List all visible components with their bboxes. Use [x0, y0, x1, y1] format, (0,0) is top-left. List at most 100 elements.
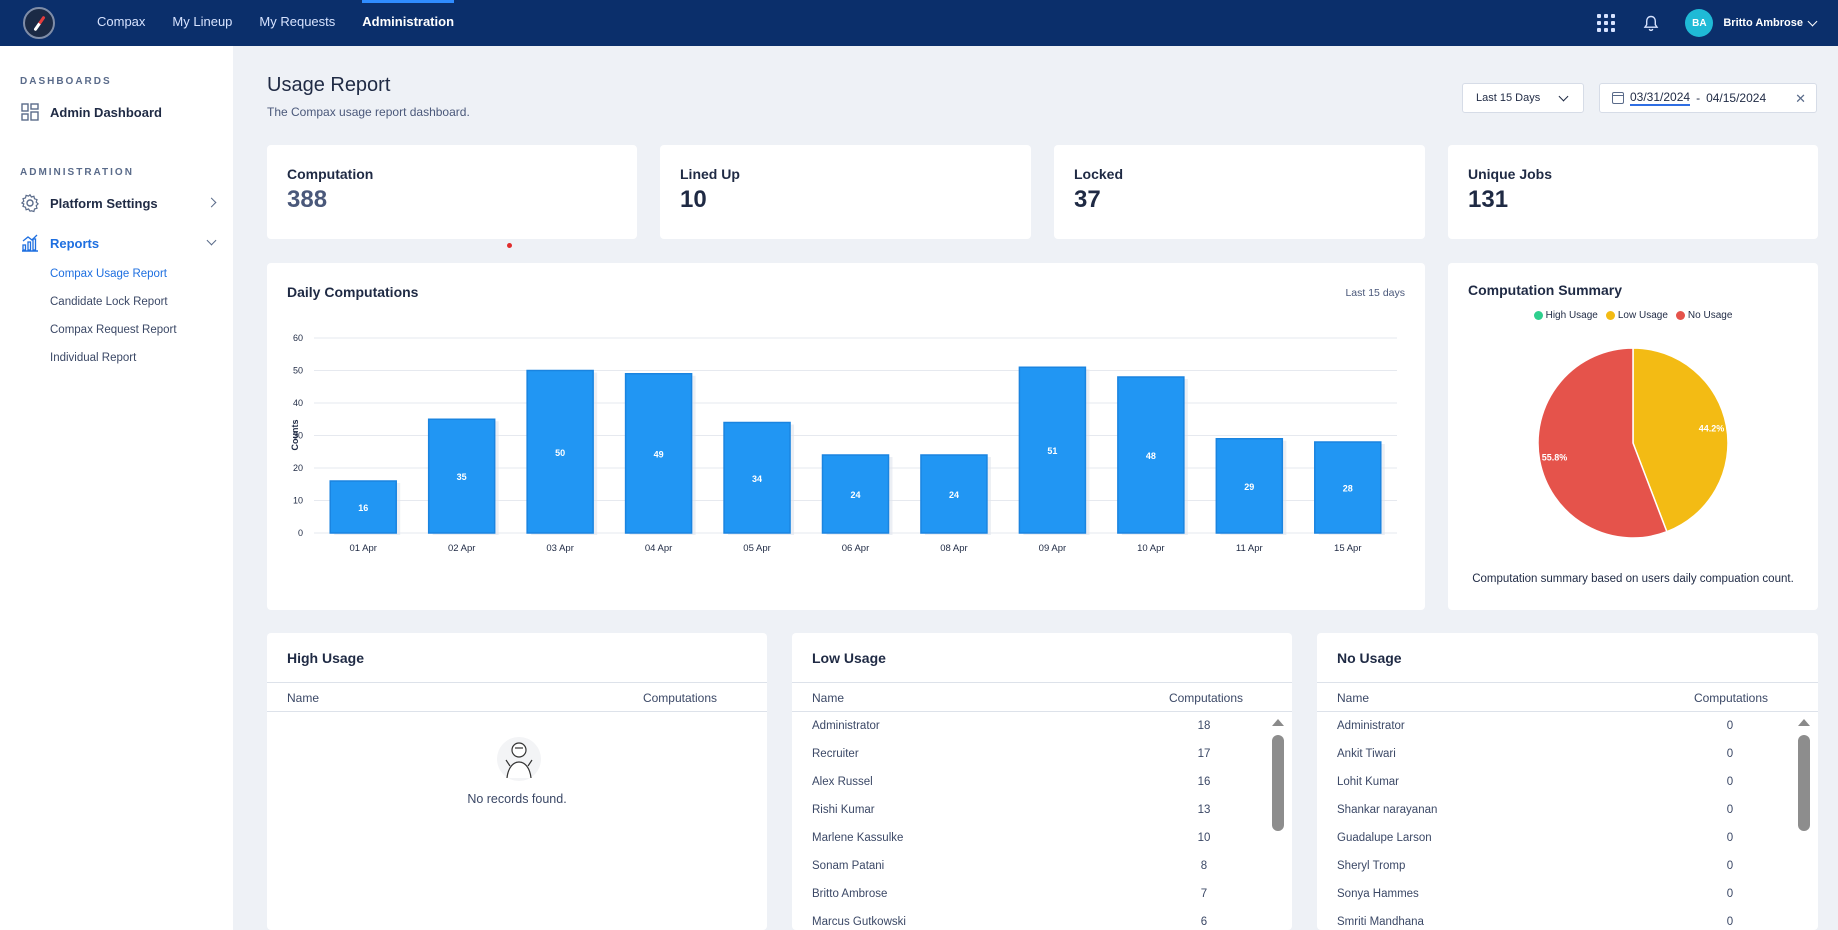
table-row[interactable]: Administrator 18 — [792, 713, 1292, 741]
date-end-field[interactable]: 04/15/2024 — [1706, 91, 1767, 105]
sidebar-item-label: Platform Settings — [50, 195, 158, 211]
dashboard-icon — [21, 103, 39, 121]
stat-value: 388 — [287, 186, 328, 213]
date-start-field[interactable]: 03/31/2024 — [1630, 90, 1691, 106]
nav-my-requests[interactable]: My Requests — [259, 14, 336, 29]
bar-data-label: 16 — [358, 503, 368, 513]
cell-name: Shankar narayanan — [1337, 804, 1438, 816]
x-tick-label: 01 Apr — [349, 543, 376, 554]
table-row[interactable]: Sonya Hammes 0 — [1317, 881, 1818, 909]
legend-dot — [1533, 311, 1543, 320]
bar — [920, 454, 988, 534]
date-separator: - — [1696, 91, 1701, 105]
column-header-computations[interactable]: Computations — [1693, 691, 1768, 705]
table-row[interactable]: Shankar narayanan 0 — [1317, 797, 1818, 825]
legend-label: Low Usage — [1617, 310, 1668, 321]
pie-slice[interactable] — [1632, 347, 1729, 533]
column-header-computations[interactable]: Computations — [642, 691, 717, 705]
stat-label: Unique Jobs — [1468, 166, 1553, 182]
bar — [1018, 366, 1087, 534]
table-row[interactable]: Guadalupe Larson 0 — [1317, 825, 1818, 853]
x-tick-label: 10 Apr — [1137, 543, 1164, 554]
table-body: Administrator 0 Ankit Tiwari 0 Lohit Kumar 0 S… — [1317, 713, 1818, 930]
sidebar-item-label: Reports — [50, 235, 100, 251]
sidebar-item-admin-dashboard[interactable]: Admin Dashboard — [20, 102, 162, 122]
computation-summary-card: Computation Summary High Usage Low Usage… — [1448, 263, 1818, 610]
user-name[interactable]: Britto Ambrose — [1723, 17, 1803, 29]
table-row[interactable]: Recruiter 17 — [792, 741, 1292, 769]
date-range-select[interactable]: Last 15 Days — [1462, 83, 1584, 113]
cell-computations: 0 — [1726, 748, 1734, 760]
legend-item-low-usage[interactable]: Low Usage — [1605, 310, 1668, 321]
table-row[interactable]: Ankit Tiwari 0 — [1317, 741, 1818, 769]
empty-state-illustration-icon — [497, 737, 541, 781]
stat-value: 10 — [680, 186, 707, 213]
user-avatar[interactable]: BA — [1685, 9, 1714, 37]
sidebar-item-reports[interactable]: Reports — [20, 233, 217, 253]
bar — [1117, 376, 1185, 534]
bar-data-label: 29 — [1244, 482, 1254, 492]
pie-slice[interactable] — [1537, 347, 1668, 539]
pie-legend: High Usage Low Usage No Usage — [1448, 310, 1818, 321]
cell-computations: 0 — [1726, 776, 1734, 788]
scroll-up-arrow-icon[interactable] — [1798, 719, 1810, 726]
table-row[interactable]: Britto Ambrose 7 — [792, 881, 1292, 909]
gear-icon — [20, 193, 39, 213]
table-row[interactable]: Administrator 0 — [1317, 713, 1818, 741]
calendar-icon — [1612, 92, 1624, 104]
administration-heading: ADMINISTRATION — [20, 167, 134, 178]
user-menu-chevron-down-icon[interactable] — [1807, 16, 1818, 26]
cell-name: Guadalupe Larson — [1337, 832, 1432, 844]
x-tick-label: 05 Apr — [743, 543, 770, 554]
bar-data-label: 28 — [1343, 484, 1353, 494]
scrollbar-thumb[interactable] — [1272, 735, 1284, 831]
cell-computations: 16 — [1197, 776, 1211, 788]
card-title: No Usage — [1337, 650, 1402, 666]
y-tick-label: 50 — [293, 366, 303, 376]
nav-administration[interactable]: Administration — [362, 0, 454, 46]
table-header: Name Computations — [267, 682, 767, 712]
empty-state-text: No records found. — [467, 792, 567, 806]
column-header-name[interactable]: Name — [812, 691, 845, 705]
bar — [821, 454, 890, 534]
table-row[interactable]: Marcus Gutkowski 6 — [792, 909, 1292, 930]
notification-bell-icon[interactable] — [1643, 15, 1659, 32]
table-row[interactable]: Alex Russel 16 — [792, 769, 1292, 797]
cell-name: Ankit Tiwari — [1337, 748, 1396, 760]
column-header-name[interactable]: Name — [287, 691, 320, 705]
column-header-name[interactable]: Name — [1337, 691, 1370, 705]
legend-item-high-usage[interactable]: High Usage — [1533, 310, 1598, 321]
y-tick-label: 30 — [293, 431, 303, 441]
x-tick-label: 09 Apr — [1039, 543, 1066, 554]
sidebar-item-individual-report[interactable]: Individual Report — [50, 352, 137, 364]
table-row[interactable]: Sheryl Tromp 0 — [1317, 853, 1818, 881]
clear-date-icon[interactable]: ✕ — [1795, 91, 1806, 106]
sidebar-item-compax-request-report[interactable]: Compax Request Report — [50, 324, 177, 336]
cell-computations: 0 — [1726, 804, 1734, 816]
legend-label: No Usage — [1687, 310, 1733, 321]
card-period-note: Last 15 days — [1345, 287, 1405, 299]
sidebar-item-compax-usage-report[interactable]: Compax Usage Report — [50, 268, 167, 280]
nav-compax[interactable]: Compax — [97, 14, 146, 29]
table-row[interactable]: Smriti Mandhana 0 — [1317, 909, 1818, 930]
column-header-computations[interactable]: Computations — [1168, 691, 1243, 705]
table-body: Administrator 18 Recruiter 17 Alex Russel 16 R… — [792, 713, 1292, 930]
date-range-picker[interactable]: 03/31/2024 - 04/15/2024 ✕ — [1599, 83, 1817, 113]
y-tick-label: 40 — [293, 398, 303, 408]
compass-logo-icon[interactable] — [23, 7, 55, 39]
cell-computations: 0 — [1726, 720, 1734, 732]
apps-grid-icon[interactable] — [1597, 14, 1616, 32]
scrollbar-thumb[interactable] — [1798, 735, 1810, 831]
table-row[interactable]: Lohit Kumar 0 — [1317, 769, 1818, 797]
table-row[interactable]: Rishi Kumar 13 — [792, 797, 1292, 825]
table-row[interactable]: Marlene Kassulke 10 — [792, 825, 1292, 853]
cell-computations: 17 — [1197, 748, 1211, 760]
table-header: Name Computations — [1317, 682, 1818, 712]
scroll-up-arrow-icon[interactable] — [1272, 719, 1284, 726]
legend-item-no-usage[interactable]: No Usage — [1675, 310, 1733, 321]
sidebar-item-platform-settings[interactable]: Platform Settings — [20, 193, 217, 213]
table-row[interactable]: Sonam Patani 8 — [792, 853, 1292, 881]
bar-data-label: 50 — [555, 448, 565, 458]
nav-my-lineup[interactable]: My Lineup — [172, 14, 233, 29]
sidebar-item-candidate-lock-report[interactable]: Candidate Lock Report — [50, 296, 168, 308]
